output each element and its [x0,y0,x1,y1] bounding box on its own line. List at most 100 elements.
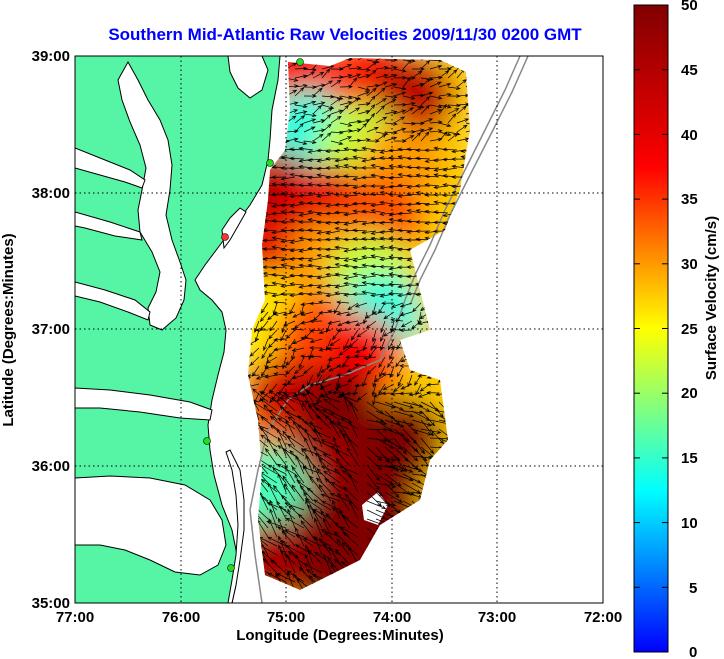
velocity-arrow [366,482,383,497]
velocity-arrow [393,109,407,115]
colorbar-tick-label: 40 [681,127,698,144]
velocity-arrow [309,301,323,306]
velocity-arrow [372,374,377,388]
velocity-arrow [357,58,370,61]
velocity-arrow [379,264,395,269]
velocity-arrow [328,546,341,565]
velocity-arrow [370,203,386,208]
velocity-arrow [307,274,323,279]
velocity-arrow [438,82,452,88]
velocity-arrow [447,108,460,115]
velocity-arrow [318,329,332,335]
velocity-arrow [349,500,359,520]
velocity-arrow [399,391,413,396]
colorbar-tick-label: 20 [681,385,698,402]
velocity-arrow [267,482,278,502]
colorbar: 50 45 40 35 30 25 20 15 10 5 0 Surface V… [633,0,720,659]
velocity-arrow [303,140,317,144]
velocity-arrow [393,491,415,496]
velocity-arrow [412,302,422,313]
velocity-arrow [447,69,458,79]
velocity-arrow [390,345,404,350]
velocity-arrow [397,247,413,252]
velocity-arrow [298,566,314,583]
velocity-arrow [402,446,419,462]
velocity-arrow [280,239,296,244]
velocity-arrow [269,508,278,529]
velocity-arrow [346,447,359,466]
velocity-arrow [254,329,260,343]
velocity-arrow [320,493,341,502]
velocity-arrow [324,478,341,493]
velocity-arrow [303,118,317,124]
velocity-arrow [312,71,325,79]
velocity-arrow [424,202,440,207]
velocity-arrow [397,164,413,169]
velocity-arrow [265,356,278,364]
velocity-arrow [289,293,305,298]
velocity-arrow [295,534,314,547]
velocity-arrow [343,164,359,169]
velocity-arrow [402,107,414,115]
velocity-arrow [329,492,350,502]
velocity-arrow [348,473,359,493]
velocity-arrow [357,91,371,97]
velocity-arrow [352,219,368,224]
velocity-arrow [420,127,434,133]
velocity-arrow [420,91,434,97]
velocity-arrow [393,86,407,91]
velocity-arrow [343,147,359,151]
velocity-arrow [366,446,383,462]
velocity-arrow [406,147,422,152]
velocity-arrow [289,248,305,253]
velocity-arrow [271,236,287,241]
velocity-arrow [352,272,368,277]
velocity-arrow [426,382,440,387]
velocity-arrow [357,86,371,92]
velocity-arrow [334,164,350,169]
velocity-arrow [380,320,386,334]
velocity-arrow [314,551,332,565]
velocity-arrow [313,499,332,511]
velocity-arrow [384,65,398,70]
velocity-arrow [302,537,323,547]
velocity-arrow [345,311,359,317]
velocity-arrow [352,148,368,153]
y-tick-label: 36:00 [32,458,70,475]
velocity-arrow [312,509,323,529]
velocity-arrow [400,320,413,328]
velocity-arrow [379,230,395,234]
velocity-arrow [348,77,358,88]
velocity-arrow [309,345,323,350]
velocity-arrow [366,437,388,443]
velocity-arrow [339,84,353,89]
velocity-arrow [366,104,376,115]
velocity-arrow [283,320,296,327]
velocity-arrow [412,67,425,71]
velocity-arrow [294,115,306,124]
velocity-arrow [305,389,323,403]
velocity-arrow [408,392,422,397]
velocity-arrow [271,255,287,260]
velocity-arrow [342,531,359,547]
velocity-arrow [339,136,353,142]
velocity-arrow [402,59,412,70]
velocity-arrow [393,68,407,73]
velocity-arrow [289,156,305,161]
velocity-arrow [334,272,350,277]
velocity-arrow [380,329,386,343]
velocity-arrow [438,131,448,142]
velocity-arrow [298,158,314,163]
velocity-arrow [370,338,377,351]
velocity-arrow [438,122,452,127]
velocity-arrow [262,557,278,574]
velocity-arrow [370,282,386,287]
velocity-arrow [345,345,359,350]
velocity-arrow [289,218,305,223]
velocity-arrow [402,95,416,100]
velocity-arrow [306,504,323,520]
velocity-arrow [291,347,305,352]
velocity-arrow [259,391,278,403]
velocity-arrow [277,526,296,538]
velocity-arrow [303,113,317,118]
